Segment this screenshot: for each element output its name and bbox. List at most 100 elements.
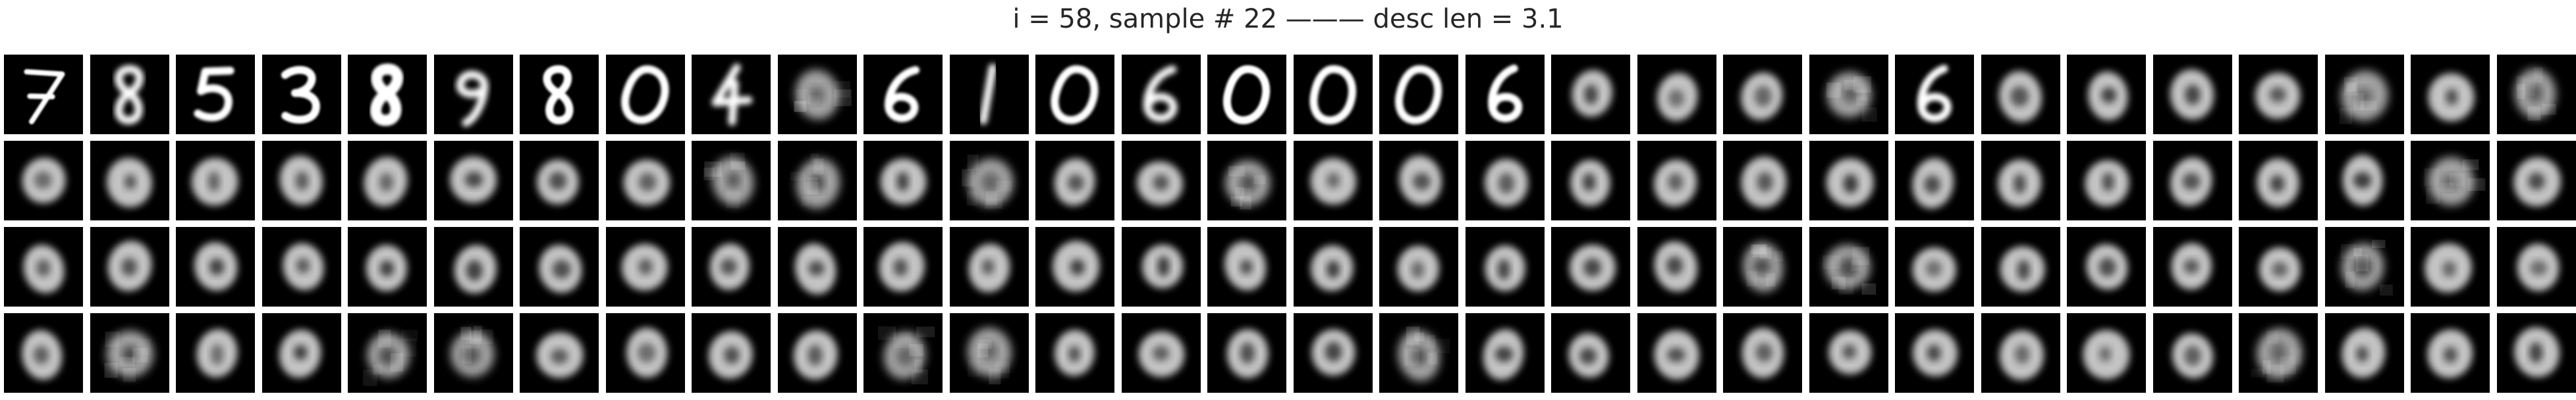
blob-hole [981,172,999,193]
noise-patch [363,370,377,386]
panel-canvas [1828,330,1871,374]
image-panel [2411,55,2490,134]
blob-hole [34,171,52,189]
blob-hole [2270,341,2287,363]
image-panel [1895,141,1974,220]
noise-patch [2440,182,2454,192]
noise-patch [105,332,119,347]
panel-canvas [1399,155,1442,205]
image-panel [1809,313,1888,393]
noise-patch [2527,106,2540,121]
panel-canvas [194,66,234,122]
blob-hole [464,171,483,188]
panel-canvas [794,243,836,295]
noise-patch [961,169,974,187]
blob-hole [2013,174,2026,194]
panel-canvas [1741,328,1784,378]
blob-hole [2014,345,2029,364]
image-panel [1121,227,1201,307]
digit-stroke [1487,64,1522,122]
noise-patch [813,159,823,175]
noise-patch [2353,93,2364,111]
image-panel [1293,141,1373,220]
image-panel [1207,227,1286,307]
noise-patch [2353,248,2362,257]
panel-canvas [2170,69,2214,120]
noise-patch [806,177,817,195]
blob-hole [1754,86,1772,107]
noise-patch [104,362,118,378]
image-panel [1035,141,1114,220]
noise-patch [807,95,819,105]
noise-patch [2515,76,2525,91]
noise-patch [1746,271,1757,287]
panel-canvas [543,65,574,125]
image-panel [1809,141,1888,220]
noise-patch [2541,103,2556,115]
blob-hole [981,259,995,275]
image-panel [176,141,255,220]
noise-patch [373,364,383,375]
noise-patch [1253,175,1266,184]
noise-patch [2355,254,2369,272]
image-panel [2496,227,2576,307]
blob-hole [2442,261,2457,278]
noise-patch [800,196,809,207]
noise-patch [2262,360,2271,374]
image-panel [1035,55,1114,134]
image-panel [1551,55,1630,134]
image-panel [2496,313,2576,393]
noise-patch [1427,335,1436,348]
noise-patch [466,338,480,349]
panel-canvas [2171,243,2212,290]
noise-patch [995,180,1012,191]
panel-canvas [104,330,153,382]
blob-hole [1668,89,1684,107]
image-panel [949,313,1029,393]
panel-canvas [1051,65,1099,124]
noise-patch [2345,82,2356,92]
panel-canvas [1826,72,1877,122]
blob-hole [1152,345,1169,361]
image-panel [1637,141,1716,220]
panel-canvas [536,332,584,378]
image-panel [348,313,427,393]
noise-patch [1774,251,1783,262]
noise-patch [878,326,896,340]
blob-hole [1925,260,1942,277]
blob-hole [2353,172,2372,189]
blob-hole [1667,173,1683,191]
noise-patch [977,343,988,358]
panel-canvas [191,157,238,206]
noise-patch [1855,97,1867,107]
image-panel [2239,227,2318,307]
blob-hole [2269,87,2286,103]
image-panel [1723,55,1802,134]
noise-patch [1234,187,1244,199]
blob-hole [1924,175,1940,194]
noise-patch [790,172,804,181]
panel-canvas [364,157,408,207]
image-panel [1465,313,1545,393]
image-panel [1723,227,1802,307]
noise-patch [1838,277,1853,295]
panel-canvas [1226,329,1269,378]
digit-stroke [1309,65,1356,124]
noise-patch [1851,247,1869,265]
panel-canvas [450,326,494,377]
image-panel [1293,227,1373,307]
noise-patch [1753,244,1768,258]
panel-canvas [620,65,669,124]
blob-hole [294,171,309,191]
panel-canvas [626,328,667,378]
blob-hole [2181,172,2201,190]
blob-hole [1582,173,1596,191]
panel-canvas [2517,243,2559,291]
panel-canvas [106,157,152,208]
panel-canvas [1222,65,1271,124]
noise-patch [2449,173,2465,186]
blob-hole [2529,342,2542,363]
image-panel [433,313,513,393]
panel-canvas [885,66,920,122]
image-panel [90,227,169,307]
